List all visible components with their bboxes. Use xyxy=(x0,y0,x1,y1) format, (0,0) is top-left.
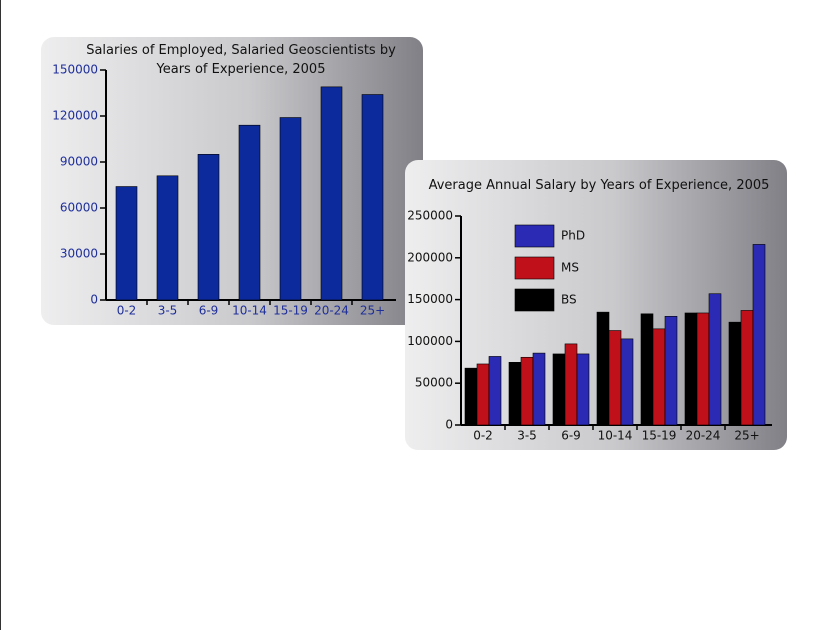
bar xyxy=(652,328,666,426)
bar xyxy=(552,353,566,426)
bar xyxy=(238,124,261,301)
x-tick-label: 20-24 xyxy=(314,304,349,318)
bar xyxy=(576,353,590,426)
y-tick-label: 100000 xyxy=(407,334,453,348)
y-tick-label: 250000 xyxy=(407,209,453,223)
bar xyxy=(664,316,678,426)
x-tick-label: 10-14 xyxy=(598,429,633,443)
bar xyxy=(596,311,610,426)
bar xyxy=(752,244,766,426)
bar xyxy=(476,363,490,426)
bar xyxy=(520,356,534,426)
x-tick-label: 6-9 xyxy=(561,429,581,443)
x-tick-label: 15-19 xyxy=(642,429,677,443)
legend-label: BS xyxy=(561,293,577,307)
x-tick-label: 0-2 xyxy=(473,429,493,443)
x-tick-label: 25+ xyxy=(360,304,385,318)
chart-1: 0 30000 60000 90000 120000 150000 0-2 3-5 6-9 10-… xyxy=(52,63,396,318)
y-tick-label: 0 xyxy=(445,418,453,432)
bar xyxy=(608,330,622,426)
y-tick-label: 150000 xyxy=(407,292,453,306)
x-tick-label: 3-5 xyxy=(158,304,178,318)
legend-swatch xyxy=(514,288,555,312)
y-tick-label: 120000 xyxy=(52,109,98,123)
x-tick-label: 0-2 xyxy=(117,304,137,318)
legend-label: PhD xyxy=(561,229,585,243)
bar xyxy=(740,310,754,426)
bar xyxy=(728,321,742,426)
x-tick-label: 6-9 xyxy=(199,304,219,318)
bar xyxy=(684,312,698,426)
bar xyxy=(508,361,522,426)
bar xyxy=(696,312,710,426)
bar xyxy=(532,352,546,426)
y-tick-label: 30000 xyxy=(60,247,98,261)
bar xyxy=(279,117,302,301)
bar xyxy=(708,293,722,426)
chart-title: Average Annual Salary by Years of Experi… xyxy=(428,178,770,193)
bar xyxy=(620,338,634,426)
legend-swatch xyxy=(514,224,555,248)
y-tick-label: 60000 xyxy=(60,201,98,215)
bar xyxy=(564,343,578,426)
bar xyxy=(115,186,138,301)
y-tick-label: 0 xyxy=(90,293,98,307)
chart-title: Salaries of Employed, Salaried Geoscient… xyxy=(86,43,396,77)
legend-label: MS xyxy=(561,261,579,275)
x-tick-label: 10-14 xyxy=(232,304,267,318)
x-tick-label: 3-5 xyxy=(517,429,537,443)
y-tick-label: 150000 xyxy=(52,63,98,77)
bar xyxy=(361,94,384,301)
legend-swatch xyxy=(514,256,555,280)
x-tick-label: 25+ xyxy=(734,429,759,443)
bar xyxy=(197,154,220,301)
bar xyxy=(640,313,654,426)
bar xyxy=(156,175,179,301)
chart-2: 0 50000 100000 150000 200000 250000 0-2 3-5 6-9 1… xyxy=(407,209,772,443)
y-tick-label: 50000 xyxy=(415,376,453,390)
x-tick-label: 20-24 xyxy=(686,429,721,443)
bar xyxy=(488,356,502,426)
x-tick-label: 15-19 xyxy=(273,304,308,318)
bar xyxy=(320,86,343,301)
y-tick-label: 90000 xyxy=(60,155,98,169)
bar xyxy=(464,367,478,426)
y-tick-label: 200000 xyxy=(407,250,453,264)
